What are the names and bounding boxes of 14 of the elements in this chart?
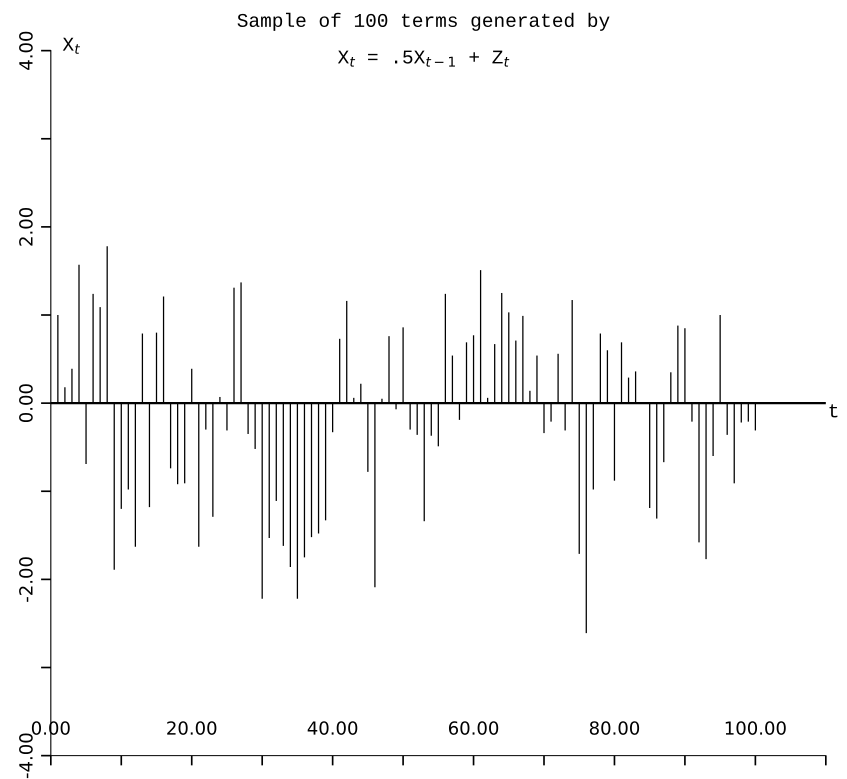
y-axis-title: X$_{t}$ — [62, 38, 80, 54]
x-axis-title: t — [830, 404, 838, 418]
x-tick-label: 100.00 — [726, 721, 786, 735]
y-tick-label: 4.00 — [19, 32, 33, 70]
chart-title: Sample of 100 terms generated by — [238, 12, 610, 31]
chart-subtitle: X$_{t}$ = .5X$_{t−1}$ + Z$_{t}$ — [338, 50, 510, 67]
y-tick-label: 2.00 — [19, 208, 33, 246]
x-tick-label: 40.00 — [308, 721, 358, 735]
y-tick-label: -2.00 — [19, 557, 33, 602]
y-tick-label: 0.00 — [19, 384, 33, 422]
y-tick-label: -4.00 — [19, 733, 33, 778]
x-tick-label: 60.00 — [448, 721, 498, 735]
x-tick-label: 20.00 — [167, 721, 216, 735]
x-tick-label: 80.00 — [590, 721, 640, 735]
